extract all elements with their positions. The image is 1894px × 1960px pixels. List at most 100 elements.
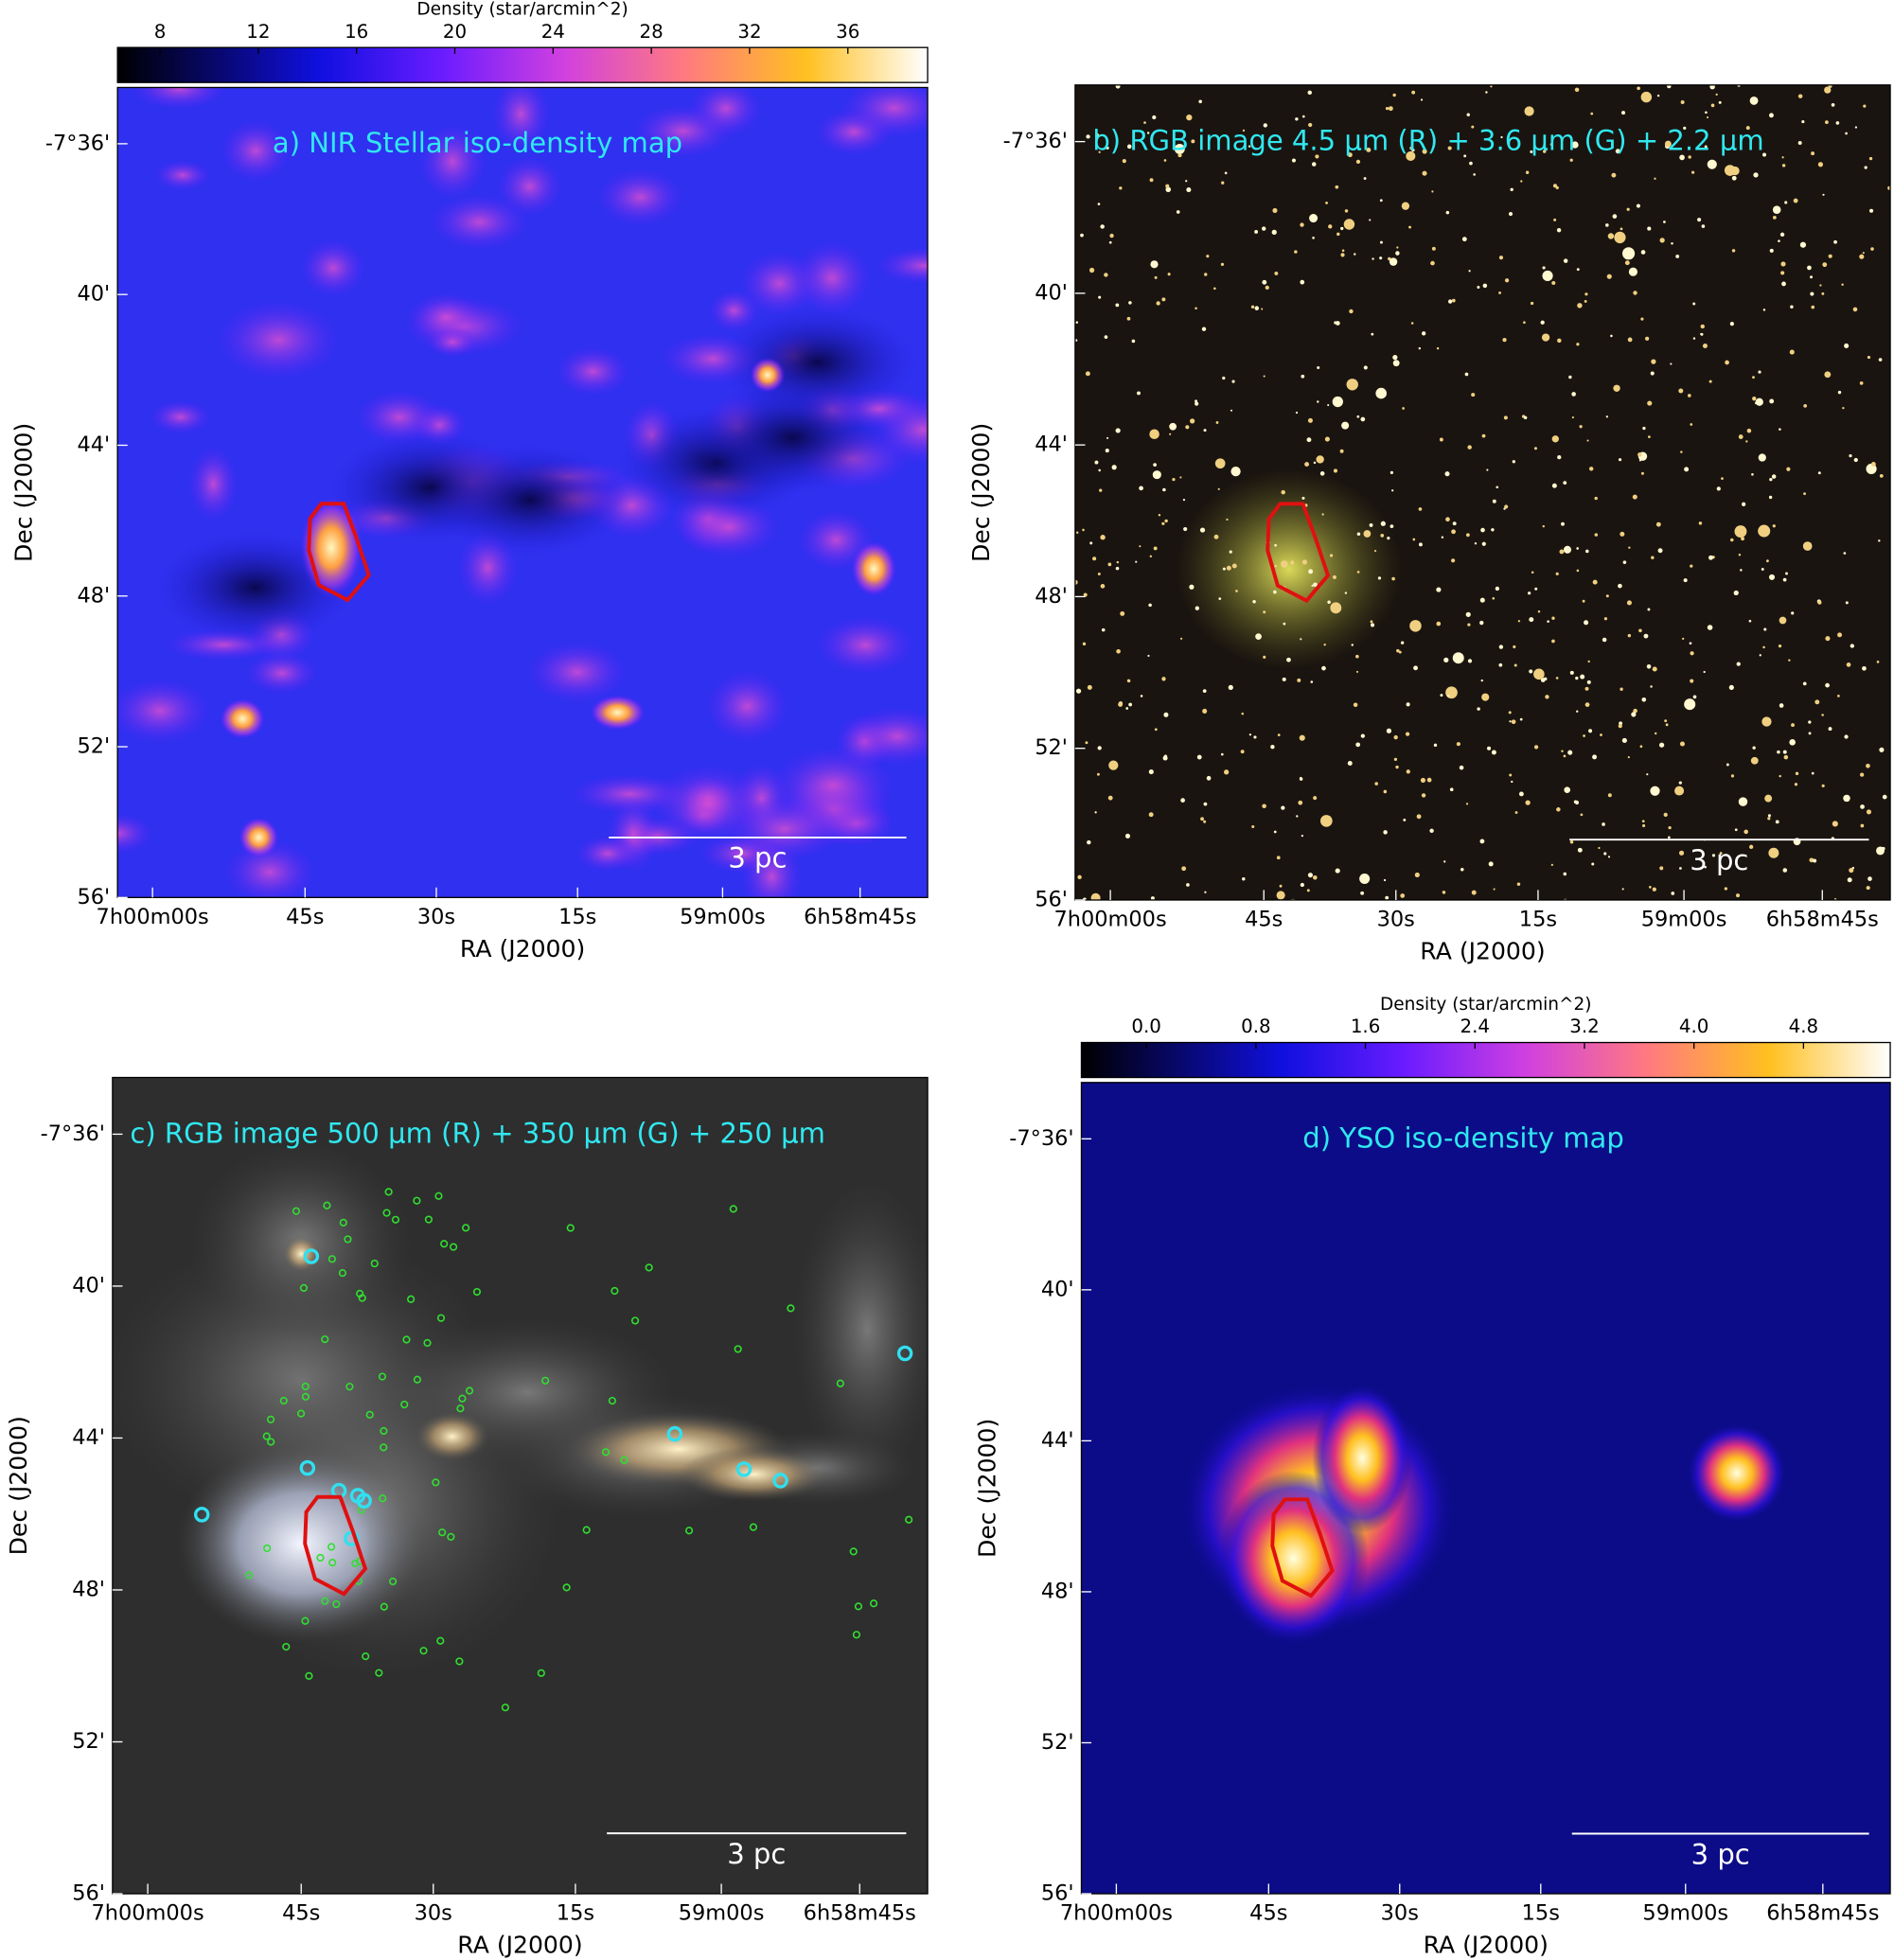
star [1461, 237, 1467, 242]
star [1668, 836, 1671, 839]
star [1120, 610, 1125, 616]
star [1263, 375, 1266, 378]
star [1409, 620, 1422, 632]
star [1780, 261, 1786, 267]
star [1172, 477, 1176, 482]
star [1511, 719, 1516, 725]
star [1356, 415, 1360, 418]
dust-core [282, 1235, 321, 1273]
star [1701, 224, 1706, 228]
density-blob [491, 87, 551, 152]
star [1206, 255, 1210, 258]
star [1422, 149, 1427, 154]
star [1347, 152, 1353, 158]
star [1533, 447, 1537, 450]
yso-marker [267, 1438, 275, 1446]
colorbar-tick-label: 16 [345, 21, 368, 43]
yso-marker [299, 1283, 309, 1292]
star [1444, 471, 1450, 477]
star [1128, 301, 1132, 305]
star [1383, 878, 1387, 882]
star [1551, 483, 1557, 488]
star [1643, 633, 1649, 639]
star [1563, 754, 1567, 758]
density-peak [1686, 1422, 1787, 1524]
star [1618, 724, 1622, 729]
star [1684, 467, 1690, 472]
star [1204, 273, 1208, 276]
star [1307, 873, 1313, 878]
star [1528, 592, 1531, 595]
star [1291, 158, 1297, 163]
star [1401, 202, 1410, 210]
yso-marker [562, 1583, 571, 1592]
star [1767, 814, 1772, 818]
colorbar-tick-label: 24 [541, 21, 565, 43]
star [1086, 134, 1090, 139]
density-blob [427, 327, 478, 358]
star [1500, 135, 1503, 139]
star [1240, 750, 1245, 754]
yso-marker [301, 1616, 310, 1625]
star [1182, 498, 1186, 502]
star [1622, 560, 1627, 564]
yso-marker [338, 1268, 346, 1278]
star [1083, 592, 1088, 597]
y-tick-label: 44' [1041, 1428, 1074, 1453]
star [1332, 574, 1336, 579]
yso-marker [419, 1647, 428, 1655]
density-peak [851, 540, 897, 597]
density-blob [689, 87, 763, 137]
star [1530, 150, 1533, 153]
y-axis-label: Dec (J2000) [5, 1416, 32, 1555]
star [1736, 893, 1741, 898]
density-blob [575, 835, 641, 873]
star [1511, 780, 1513, 784]
star [1228, 684, 1233, 691]
star [1741, 537, 1745, 541]
star [1551, 639, 1555, 644]
contour [307, 502, 371, 603]
star [1316, 455, 1324, 464]
star [1614, 231, 1626, 244]
star [1097, 746, 1102, 750]
star [1375, 387, 1387, 399]
star [1508, 711, 1512, 715]
star [1841, 283, 1844, 287]
star [1638, 628, 1642, 633]
star [1363, 177, 1367, 180]
star [1529, 669, 1533, 674]
star [1762, 645, 1765, 649]
star [1393, 734, 1398, 740]
x-tick-label: 15s [1519, 908, 1557, 932]
star [1380, 534, 1385, 538]
star [1276, 856, 1281, 860]
star [1652, 666, 1657, 672]
star [1220, 752, 1224, 756]
star [1821, 714, 1824, 716]
star [1576, 569, 1580, 573]
star [1335, 868, 1340, 874]
star [1588, 729, 1593, 733]
star [1580, 674, 1585, 680]
star [1587, 660, 1590, 663]
star [1533, 668, 1545, 680]
star [1690, 679, 1694, 683]
star [1607, 793, 1612, 798]
star [1363, 530, 1372, 538]
star [1729, 322, 1734, 327]
star [1716, 486, 1721, 491]
star [1811, 151, 1815, 156]
star [1510, 187, 1513, 191]
star [1445, 686, 1458, 699]
star [1313, 796, 1318, 801]
star [1481, 433, 1486, 438]
star [1825, 636, 1831, 642]
dust-core [415, 1411, 490, 1462]
star [1636, 203, 1640, 208]
star [1389, 257, 1398, 266]
star [1276, 891, 1285, 900]
star [1202, 708, 1208, 714]
star [1664, 719, 1668, 723]
star [1274, 564, 1278, 568]
